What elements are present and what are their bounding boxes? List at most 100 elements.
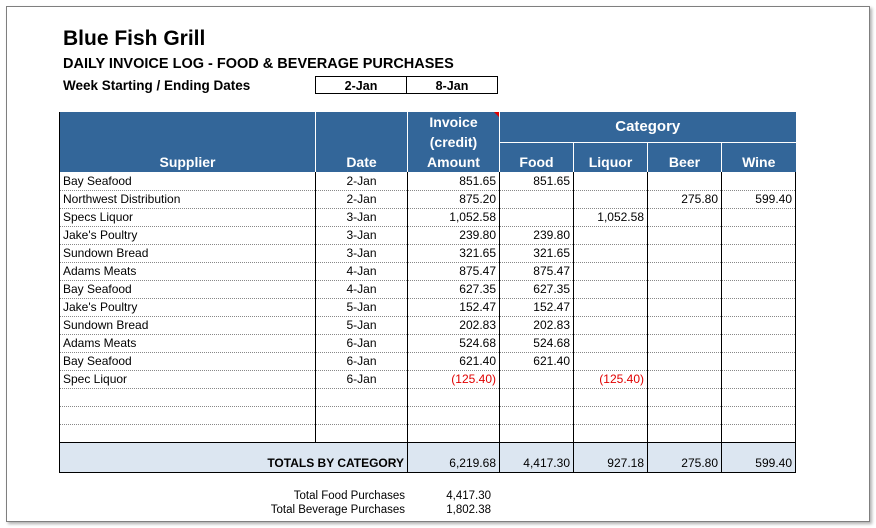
beer-cell[interactable] <box>647 244 722 263</box>
liquor-cell[interactable] <box>573 280 648 299</box>
beer-cell[interactable] <box>647 172 722 191</box>
beer-cell[interactable] <box>647 316 722 335</box>
food-cell[interactable] <box>499 388 574 407</box>
total-liquor[interactable]: 927.18 <box>573 441 648 473</box>
amount-cell[interactable]: 524.68 <box>407 334 500 353</box>
wine-cell[interactable] <box>721 370 796 389</box>
date-cell[interactable]: 5-Jan <box>315 298 408 317</box>
food-cell[interactable]: 321.65 <box>499 244 574 263</box>
amount-cell[interactable] <box>407 424 500 443</box>
wine-cell[interactable] <box>721 226 796 245</box>
amount-cell[interactable] <box>407 388 500 407</box>
beer-cell[interactable]: 275.80 <box>647 190 722 209</box>
beer-cell[interactable] <box>647 406 722 425</box>
supplier-cell[interactable] <box>59 388 316 407</box>
supplier-cell[interactable]: Sundown Bread <box>59 244 316 263</box>
beer-cell[interactable] <box>647 370 722 389</box>
supplier-cell[interactable]: Bay Seafood <box>59 352 316 371</box>
beer-cell[interactable] <box>647 298 722 317</box>
food-cell[interactable] <box>499 424 574 443</box>
date-cell[interactable]: 3-Jan <box>315 208 408 227</box>
amount-cell[interactable]: 875.47 <box>407 262 500 281</box>
food-cell[interactable]: 621.40 <box>499 352 574 371</box>
food-cell[interactable]: 524.68 <box>499 334 574 353</box>
amount-cell[interactable]: 152.47 <box>407 298 500 317</box>
supplier-cell[interactable] <box>59 424 316 443</box>
food-cell[interactable]: 875.47 <box>499 262 574 281</box>
wine-cell[interactable] <box>721 388 796 407</box>
week-start-cell[interactable]: 2-Jan <box>315 76 407 94</box>
food-cell[interactable]: 152.47 <box>499 298 574 317</box>
food-cell[interactable]: 851.65 <box>499 172 574 191</box>
supplier-cell[interactable]: Specs Liquor <box>59 208 316 227</box>
date-cell[interactable]: 4-Jan <box>315 280 408 299</box>
date-cell[interactable] <box>315 424 408 443</box>
amount-cell[interactable]: 321.65 <box>407 244 500 263</box>
food-cell[interactable] <box>499 208 574 227</box>
wine-cell[interactable] <box>721 298 796 317</box>
amount-cell[interactable]: 851.65 <box>407 172 500 191</box>
amount-cell[interactable]: (125.40) <box>407 370 500 389</box>
beer-cell[interactable] <box>647 226 722 245</box>
liquor-cell[interactable]: 1,052.58 <box>573 208 648 227</box>
beer-cell[interactable] <box>647 388 722 407</box>
date-cell[interactable]: 2-Jan <box>315 190 408 209</box>
supplier-cell[interactable]: Jake's Poultry <box>59 226 316 245</box>
amount-cell[interactable]: 627.35 <box>407 280 500 299</box>
beer-cell[interactable] <box>647 352 722 371</box>
food-cell[interactable] <box>499 406 574 425</box>
date-cell[interactable] <box>315 388 408 407</box>
summary-beverage-value[interactable]: 1,802.38 <box>446 504 491 516</box>
amount-cell[interactable] <box>407 406 500 425</box>
wine-cell[interactable] <box>721 316 796 335</box>
wine-cell[interactable] <box>721 352 796 371</box>
amount-cell[interactable]: 621.40 <box>407 352 500 371</box>
supplier-cell[interactable]: Bay Seafood <box>59 172 316 191</box>
total-wine[interactable]: 599.40 <box>721 441 796 473</box>
date-cell[interactable] <box>315 406 408 425</box>
summary-food-value[interactable]: 4,417.30 <box>446 490 491 502</box>
date-cell[interactable]: 6-Jan <box>315 334 408 353</box>
wine-cell[interactable] <box>721 262 796 281</box>
wine-cell[interactable] <box>721 208 796 227</box>
supplier-cell[interactable]: Jake's Poultry <box>59 298 316 317</box>
liquor-cell[interactable] <box>573 352 648 371</box>
supplier-cell[interactable]: Northwest Distribution <box>59 190 316 209</box>
liquor-cell[interactable] <box>573 406 648 425</box>
liquor-cell[interactable] <box>573 262 648 281</box>
supplier-cell[interactable]: Adams Meats <box>59 262 316 281</box>
supplier-cell[interactable]: Adams Meats <box>59 334 316 353</box>
beer-cell[interactable] <box>647 262 722 281</box>
wine-cell[interactable] <box>721 406 796 425</box>
week-end-cell[interactable]: 8-Jan <box>406 76 498 94</box>
liquor-cell[interactable] <box>573 298 648 317</box>
date-cell[interactable]: 3-Jan <box>315 244 408 263</box>
food-cell[interactable]: 239.80 <box>499 226 574 245</box>
food-cell[interactable]: 627.35 <box>499 280 574 299</box>
total-amount[interactable]: 6,219.68 <box>407 441 500 473</box>
supplier-cell[interactable]: Bay Seafood <box>59 280 316 299</box>
date-cell[interactable]: 6-Jan <box>315 370 408 389</box>
liquor-cell[interactable] <box>573 424 648 443</box>
amount-cell[interactable]: 875.20 <box>407 190 500 209</box>
date-cell[interactable]: 2-Jan <box>315 172 408 191</box>
wine-cell[interactable] <box>721 424 796 443</box>
date-cell[interactable]: 5-Jan <box>315 316 408 335</box>
liquor-cell[interactable] <box>573 316 648 335</box>
amount-cell[interactable]: 202.83 <box>407 316 500 335</box>
total-beer[interactable]: 275.80 <box>647 441 722 473</box>
liquor-cell[interactable] <box>573 172 648 191</box>
wine-cell[interactable] <box>721 172 796 191</box>
wine-cell[interactable] <box>721 280 796 299</box>
liquor-cell[interactable] <box>573 388 648 407</box>
date-cell[interactable]: 4-Jan <box>315 262 408 281</box>
food-cell[interactable] <box>499 370 574 389</box>
beer-cell[interactable] <box>647 280 722 299</box>
wine-cell[interactable]: 599.40 <box>721 190 796 209</box>
beer-cell[interactable] <box>647 208 722 227</box>
beer-cell[interactable] <box>647 424 722 443</box>
food-cell[interactable]: 202.83 <box>499 316 574 335</box>
liquor-cell[interactable] <box>573 244 648 263</box>
date-cell[interactable]: 3-Jan <box>315 226 408 245</box>
supplier-cell[interactable]: Sundown Bread <box>59 316 316 335</box>
